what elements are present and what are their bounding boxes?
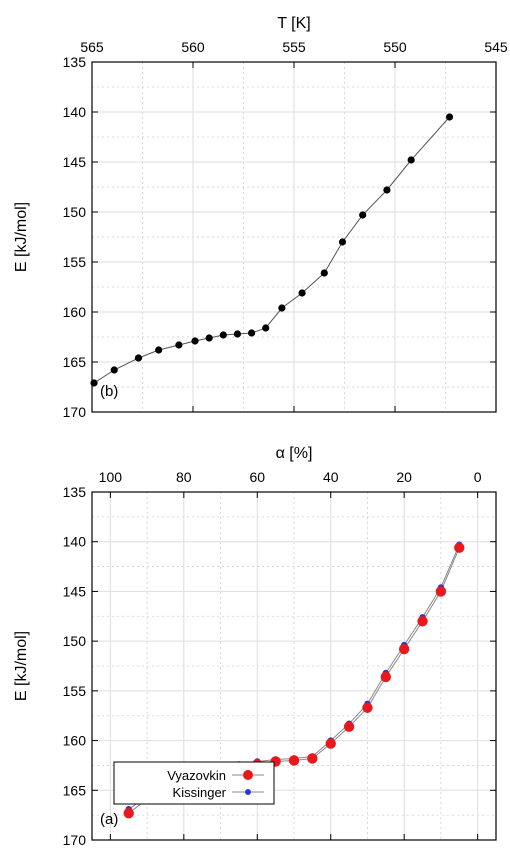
panel-label: (b) bbox=[100, 383, 118, 400]
data-point-vyazovkin bbox=[380, 671, 392, 683]
data-point bbox=[320, 269, 328, 277]
y-tick-label: 165 bbox=[63, 354, 87, 370]
panel-a bbox=[91, 491, 497, 841]
series-line bbox=[93, 116, 450, 384]
x-tick-label: 565 bbox=[80, 39, 104, 55]
legend-marker bbox=[243, 770, 253, 780]
y-tick-label: 150 bbox=[63, 204, 87, 220]
legend-label: Kissinger bbox=[173, 785, 227, 800]
x-tick-label: 20 bbox=[396, 469, 412, 485]
data-point bbox=[298, 289, 306, 297]
x-tick-label: 545 bbox=[484, 39, 508, 55]
data-point bbox=[110, 366, 118, 374]
y-tick-label: 135 bbox=[63, 54, 87, 70]
data-point bbox=[262, 324, 270, 332]
y-tick-label: 170 bbox=[63, 404, 87, 420]
data-point-vyazovkin bbox=[288, 755, 300, 766]
data-point bbox=[383, 186, 391, 194]
data-point bbox=[191, 337, 199, 345]
x-tick-label: 555 bbox=[282, 39, 306, 55]
y-tick-label: 145 bbox=[63, 154, 87, 170]
x-tick-label: 60 bbox=[249, 469, 265, 485]
x-axis-title: α [%] bbox=[276, 445, 313, 462]
data-point bbox=[247, 329, 256, 337]
data-point bbox=[445, 113, 454, 121]
x-tick-label: 550 bbox=[383, 39, 407, 55]
y-tick-label: 155 bbox=[63, 683, 87, 699]
data-point bbox=[407, 156, 415, 164]
x-tick-label: 0 bbox=[474, 469, 482, 485]
data-point-vyazovkin bbox=[398, 643, 410, 655]
data-point-vyazovkin bbox=[454, 542, 465, 553]
data-point-vyazovkin bbox=[417, 616, 428, 627]
y-tick-label: 140 bbox=[63, 104, 87, 120]
plot-frame bbox=[91, 491, 497, 841]
x-tick-label: 40 bbox=[323, 469, 339, 485]
x-tick-label: 100 bbox=[99, 469, 123, 485]
y-tick-label: 165 bbox=[63, 782, 87, 798]
legend-label: Vyazovkin bbox=[167, 768, 226, 783]
data-point bbox=[134, 354, 143, 362]
legend-box bbox=[113, 761, 275, 805]
data-point-vyazovkin bbox=[435, 586, 447, 597]
x-tick-label: 560 bbox=[181, 39, 205, 55]
data-point-vyazovkin bbox=[325, 738, 336, 749]
x-axis-title: T [K] bbox=[277, 15, 311, 32]
data-point bbox=[205, 334, 213, 342]
data-point-vyazovkin bbox=[307, 753, 318, 764]
panel-b bbox=[90, 61, 497, 413]
y-tick-label: 160 bbox=[63, 733, 87, 749]
y-tick-label: 150 bbox=[63, 633, 87, 649]
data-point-vyazovkin bbox=[123, 807, 134, 819]
data-point bbox=[155, 346, 163, 354]
y-tick-label: 160 bbox=[63, 304, 87, 320]
data-point bbox=[175, 341, 183, 349]
panel-label: (a) bbox=[100, 811, 118, 828]
y-axis-title: E [kJ/mol] bbox=[13, 631, 30, 701]
x-tick-label: 80 bbox=[176, 469, 192, 485]
y-tick-label: 145 bbox=[63, 583, 87, 599]
y-axis-title: E [kJ/mol] bbox=[13, 202, 30, 272]
data-point bbox=[359, 211, 367, 219]
y-tick-label: 170 bbox=[63, 832, 87, 848]
y-tick-label: 155 bbox=[63, 254, 87, 270]
data-point bbox=[219, 331, 227, 339]
legend-marker bbox=[245, 789, 251, 795]
data-point bbox=[338, 238, 347, 246]
y-tick-label: 140 bbox=[63, 534, 87, 550]
data-point bbox=[278, 304, 286, 312]
data-point-vyazovkin bbox=[343, 721, 355, 732]
data-point bbox=[233, 330, 242, 338]
data-point-vyazovkin bbox=[362, 702, 373, 713]
data-point bbox=[90, 379, 98, 387]
y-tick-label: 135 bbox=[63, 484, 87, 500]
